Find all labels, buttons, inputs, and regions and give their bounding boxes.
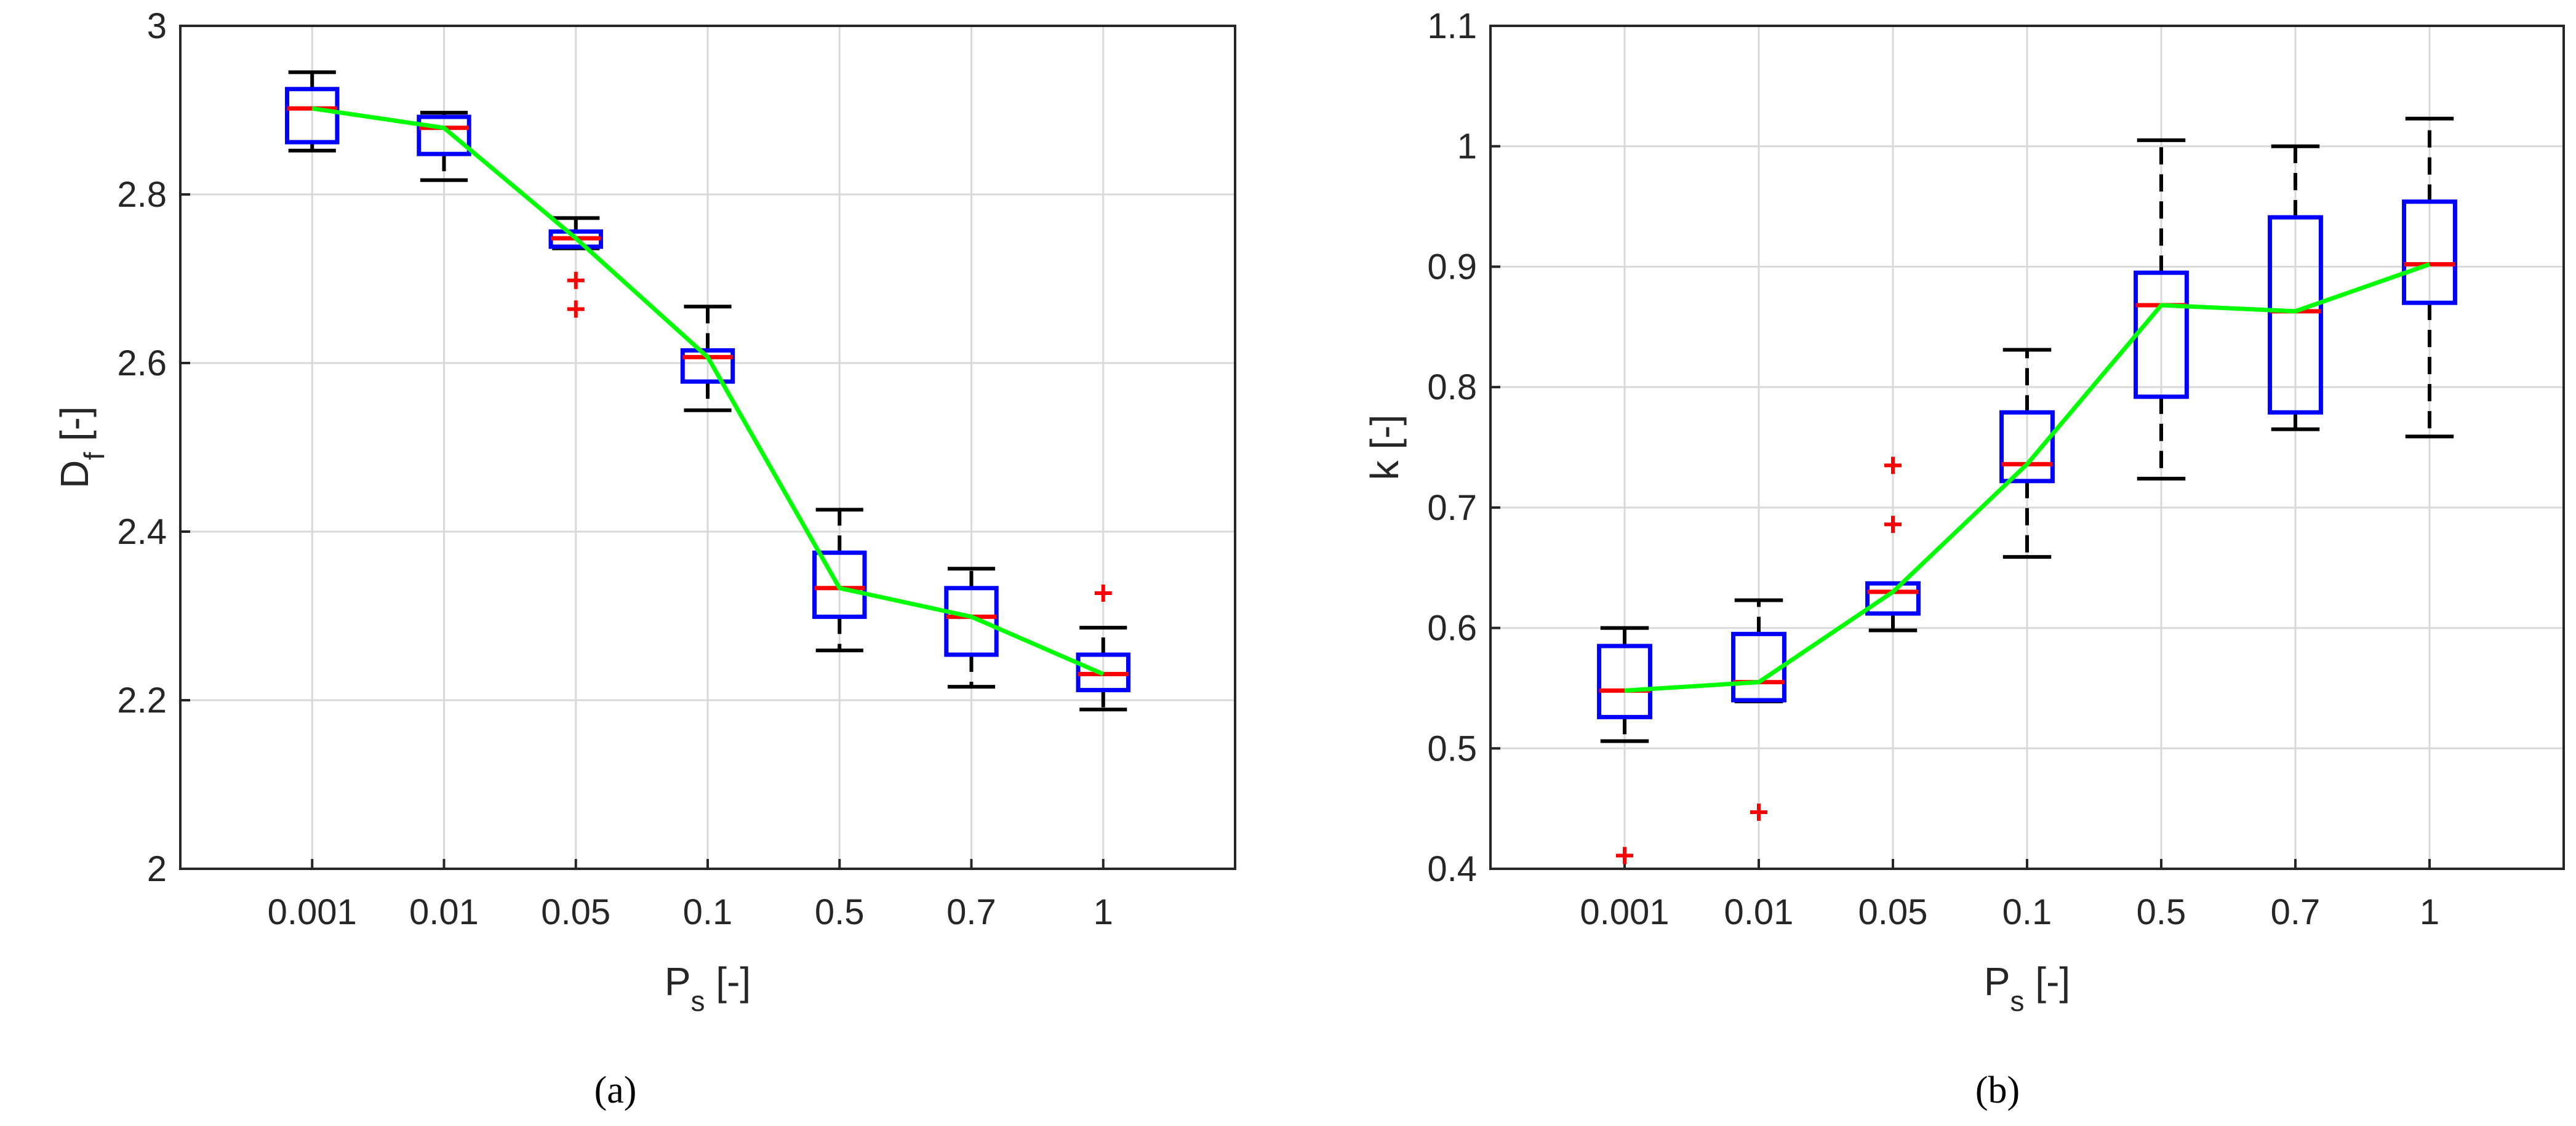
x-tick-label: 0.001 [268, 892, 357, 932]
x-axis-label-sub: s [691, 985, 705, 1017]
x-tick-label: 0.05 [1858, 892, 1928, 932]
axes-frame [1489, 25, 2565, 870]
x-tick-label: 0.7 [2271, 892, 2321, 932]
y-tick-label: 0.9 [1427, 247, 1477, 287]
y-tick-label: 0.4 [1427, 849, 1477, 889]
panel-label: (b) [1975, 1069, 2020, 1111]
median-trend-line [311, 106, 1105, 676]
outlier-marker [1884, 516, 1902, 533]
x-axis-label: Ps [-] [1984, 959, 2070, 1017]
iqr-box [2268, 215, 2323, 415]
y-axis-label-main: D [52, 460, 97, 489]
x-tick-label: 0.7 [946, 892, 996, 932]
x-tick-label: 0.01 [1724, 892, 1794, 932]
iqr-box [2402, 199, 2457, 305]
y-axis-label-main: k [-] [1362, 415, 1407, 481]
y-tick-label: 2.4 [117, 512, 167, 552]
x-axis-label-sub: s [2010, 985, 2025, 1017]
x-tick-label: 0.5 [2137, 892, 2186, 932]
box-0.01 [417, 111, 471, 182]
y-tick-label: 0.8 [1427, 367, 1477, 407]
y-tick-label: 1.1 [1427, 6, 1477, 46]
iqr-box [1597, 644, 1652, 719]
y-axis-label: Df [-] [52, 406, 110, 489]
x-axis-label-unit: [-] [705, 959, 751, 1004]
median-trend-line [1624, 262, 2431, 693]
x-axis-label: Ps [-] [665, 959, 751, 1017]
iqr-box [812, 550, 867, 619]
outlier-marker [1750, 804, 1767, 821]
iqr-box [285, 87, 340, 145]
x-tick-label: 1 [2420, 892, 2439, 932]
y-tick-label: 2 [147, 849, 167, 889]
outlier-marker [1616, 847, 1633, 864]
x-tick-label: 0.5 [815, 892, 865, 932]
x-tick-label: 0.001 [1580, 892, 1669, 932]
box-0.5 [812, 508, 867, 653]
y-tick-label: 2.8 [117, 175, 167, 215]
x-tick-label: 0.1 [683, 892, 733, 932]
y-tick-label: 0.6 [1427, 609, 1477, 649]
x-axis-label-main: P [1984, 959, 2010, 1004]
box-0.1 [1999, 348, 2055, 559]
y-tick-label: 3 [147, 6, 167, 46]
y-axis-label-unit: [-] [52, 406, 97, 452]
x-tick-label: 0.1 [2002, 892, 2052, 932]
panel-label: (a) [594, 1069, 637, 1111]
y-tick-label: 2.2 [117, 681, 167, 721]
x-tick-label: 1 [1094, 892, 1113, 932]
chart-panel-a: 2 2.2 2.4 2.6 2.8 3 0.001 0.01 0.05 0.1 0.5 0.7 1 Ps … [52, 6, 1236, 1111]
iqr-box [1999, 410, 2055, 484]
iqr-box [417, 114, 471, 156]
chart-panel-b: 0.4 0.5 0.6 0.7 0.8 0.9 1 1.1 0.001 0.01 0.05 0.1 0.… [1362, 6, 2565, 1111]
x-axis-label-main: P [665, 959, 691, 1004]
box-1 [2402, 116, 2457, 439]
y-axis-label: k [-] [1362, 415, 1407, 481]
outlier-marker [1884, 457, 1902, 474]
y-tick-label: 0.5 [1427, 729, 1477, 769]
outlier-marker [567, 271, 585, 289]
box-0.001 [1597, 626, 1652, 864]
y-tick-label: 1 [1457, 127, 1477, 167]
x-axis-label-unit: [-] [2025, 959, 2071, 1004]
iqr-box [680, 348, 735, 384]
outlier-marker [567, 300, 585, 318]
y-tick-label: 0.7 [1427, 488, 1477, 528]
axes-frame [179, 25, 1236, 870]
x-tick-label: 0.01 [409, 892, 479, 932]
box-0.01 [1731, 598, 1786, 821]
iqr-box [944, 586, 999, 657]
iqr-box [1865, 581, 1921, 616]
box-0.7 [2268, 144, 2323, 431]
x-tick-label: 0.05 [541, 892, 610, 932]
y-axis-label-sub: f [78, 452, 110, 460]
outlier-marker [1094, 585, 1112, 602]
y-tick-label: 2.6 [117, 343, 167, 383]
